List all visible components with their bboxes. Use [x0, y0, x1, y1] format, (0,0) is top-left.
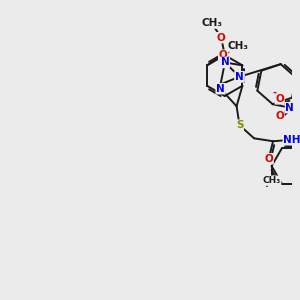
- Text: CH₃: CH₃: [201, 18, 222, 28]
- Text: O: O: [219, 50, 227, 60]
- Text: -: -: [272, 88, 276, 98]
- Text: O: O: [275, 111, 284, 122]
- Text: N: N: [235, 72, 244, 82]
- Text: N: N: [235, 72, 244, 82]
- Text: CH₃: CH₃: [227, 41, 248, 51]
- Text: NH: NH: [283, 135, 300, 145]
- Text: O: O: [275, 94, 284, 104]
- Text: O: O: [264, 154, 273, 164]
- Text: S: S: [236, 120, 243, 130]
- Text: F: F: [265, 179, 272, 189]
- Text: O: O: [217, 33, 226, 43]
- Text: N: N: [286, 103, 294, 113]
- Text: CH₃: CH₃: [262, 176, 281, 185]
- Text: N: N: [216, 84, 225, 94]
- Text: +: +: [0, 299, 1, 300]
- Text: N: N: [220, 57, 229, 68]
